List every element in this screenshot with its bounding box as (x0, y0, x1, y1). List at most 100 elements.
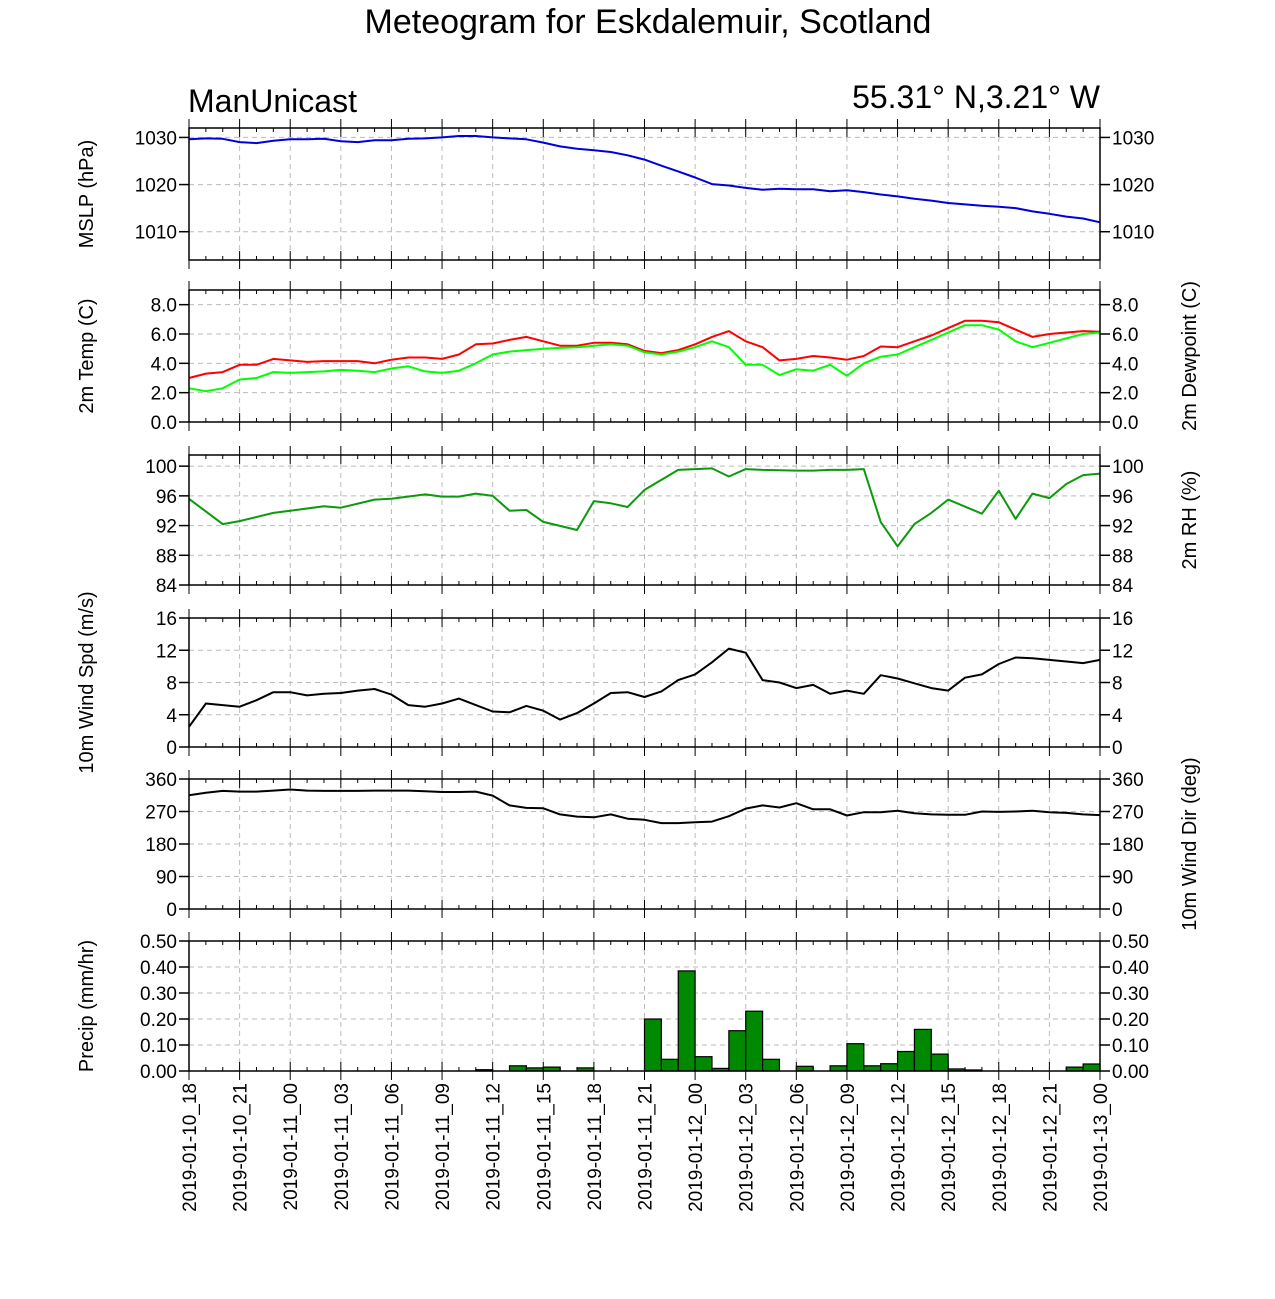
y-tick-label-left: 270 (145, 803, 177, 824)
y-tick-label-left: 92 (156, 517, 177, 538)
precip-bar (863, 1065, 882, 1072)
x-tick-label: 2019-01-11_09 (433, 1083, 454, 1210)
x-tick-label: 2019-01-11_15 (534, 1083, 555, 1210)
y-tick-label-right: 0.0 (1112, 413, 1138, 434)
panel-3: 0 0 4 4 8 8 12 12 16 16 10m Wind Spd (m/s) (76, 591, 1133, 773)
series-line-1 (188, 324, 1101, 393)
y-tick-label-right: 100 (1112, 457, 1144, 478)
panel-5: 0.00 0.00 0.10 0.10 0.20 0.20 0.30 0.30 0.40 0.40… (76, 932, 1149, 1083)
precip-bar (508, 1065, 528, 1072)
precip-bar (880, 1063, 899, 1072)
x-tick-label: 2019-01-10_21 (231, 1083, 252, 1212)
y-tick-label-right: 16 (1112, 609, 1133, 630)
x-tick-label: 2019-01-12_18 (990, 1083, 1011, 1212)
y-tick-label-left: 0.40 (140, 958, 177, 979)
y-tick-label-left: 4.0 (151, 354, 177, 375)
y-tick-label-left: 0.50 (140, 932, 177, 953)
y-axis-title-left: 10m Wind Spd (m/s) (76, 591, 98, 773)
x-tick-label: 2019-01-11_06 (382, 1083, 403, 1210)
x-tick-label: 2019-01-13_00 (1091, 1083, 1112, 1212)
precip-bar (846, 1043, 865, 1072)
y-tick-label-right: 270 (1112, 803, 1144, 824)
x-tick-label: 2019-01-11_00 (281, 1083, 302, 1210)
x-tick-label: 2019-01-12_15 (939, 1083, 960, 1212)
y-axis-title-right: 2m RH (%) (1179, 471, 1201, 570)
y-tick-label-left: 180 (145, 835, 177, 856)
x-tick-label: 2019-01-12_06 (787, 1083, 808, 1212)
x-tick-label: 2019-01-12_00 (686, 1083, 707, 1212)
precip-bar (677, 970, 696, 1072)
y-axis-title-left: MSLP (hPa) (76, 140, 98, 249)
x-tick-label: 2019-01-10_18 (180, 1083, 201, 1212)
y-tick-label-left: 90 (156, 868, 177, 889)
y-tick-label-left: 8 (166, 674, 177, 695)
y-tick-label-right: 1030 (1112, 128, 1154, 149)
y-tick-label-left: 12 (156, 641, 177, 662)
panel-frame (188, 454, 1101, 586)
y-tick-label-left: 88 (156, 546, 177, 567)
y-tick-label-left: 0.30 (140, 984, 177, 1005)
precip-bar (694, 1056, 713, 1072)
y-tick-label-right: 2.0 (1112, 384, 1138, 405)
y-tick-label-right: 6.0 (1112, 325, 1138, 346)
panel-frame (188, 617, 1101, 748)
series-line-0 (188, 319, 1101, 379)
x-tick-label: 2019-01-12_21 (1040, 1083, 1061, 1212)
y-tick-label-left: 0.00 (140, 1062, 177, 1083)
y-tick-label-left: 100 (145, 457, 177, 478)
y-tick-label-left: 0.0 (151, 413, 177, 434)
y-tick-label-left: 4 (166, 706, 177, 727)
station-coordinates: 55.31° N,3.21° W (852, 79, 1101, 115)
y-tick-label-right: 360 (1112, 770, 1144, 791)
chart-title: Meteogram for Eskdalemuir, Scotland (365, 3, 932, 41)
y-tick-label-right: 8.0 (1112, 296, 1138, 317)
y-tick-label-left: 6.0 (151, 325, 177, 346)
y-tick-label-right: 96 (1112, 487, 1133, 508)
series-line-0 (188, 647, 1101, 728)
y-tick-label-left: 16 (156, 609, 177, 630)
y-axis-title-left: 2m Temp (C) (76, 298, 98, 413)
precip-bar (913, 1028, 932, 1072)
y-tick-label-right: 0 (1112, 900, 1123, 921)
y-tick-label-right: 0.50 (1112, 932, 1149, 953)
x-tick-label: 2019-01-11_18 (585, 1083, 606, 1210)
y-axis-title-right: 10m Wind Dir (deg) (1179, 757, 1201, 930)
precip-bar (728, 1030, 747, 1072)
precip-bar (660, 1058, 679, 1072)
x-tick-label: 2019-01-11_12 (484, 1083, 505, 1210)
y-axis-title-right: 2m Dewpoint (C) (1179, 281, 1201, 431)
x-tick-label: 2019-01-12_09 (838, 1083, 859, 1212)
panel-frame (188, 778, 1101, 910)
precip-bar (745, 1010, 764, 1072)
y-tick-label-left: 2.0 (151, 384, 177, 405)
panel-frame (188, 289, 1101, 423)
y-tick-label-left: 0.20 (140, 1010, 177, 1031)
y-tick-label-right: 0.20 (1112, 1010, 1149, 1031)
y-tick-label-right: 4 (1112, 706, 1123, 727)
y-tick-label-left: 1020 (135, 176, 177, 197)
y-tick-label-left: 0.10 (140, 1036, 177, 1057)
y-tick-label-right: 0 (1112, 738, 1123, 759)
y-tick-label-left: 360 (145, 770, 177, 791)
y-tick-label-left: 8.0 (151, 296, 177, 317)
panel-2: 84 84 88 88 92 92 96 96 100 100 2m RH (%) (145, 446, 1201, 597)
y-tick-label-right: 1010 (1112, 223, 1154, 244)
y-tick-label-left: 0 (166, 738, 177, 759)
y-tick-label-left: 84 (156, 576, 178, 597)
y-tick-label-right: 4.0 (1112, 354, 1138, 375)
series-line-0 (188, 467, 1101, 548)
x-tick-label: 2019-01-12_03 (737, 1083, 758, 1212)
precip-bar (896, 1050, 916, 1072)
precip-bar (930, 1053, 949, 1072)
series-line-0 (188, 135, 1101, 224)
y-tick-label-left: 0 (166, 900, 177, 921)
y-tick-label-right: 90 (1112, 868, 1133, 889)
y-tick-label-right: 1020 (1112, 176, 1154, 197)
model-name: ManUnicast (188, 83, 357, 119)
x-tick-label: 2019-01-12_12 (889, 1083, 910, 1212)
y-tick-label-right: 12 (1112, 641, 1133, 662)
y-tick-label-right: 0.40 (1112, 958, 1149, 979)
y-tick-label-right: 0.30 (1112, 984, 1149, 1005)
x-tick-label: 2019-01-11_03 (332, 1083, 353, 1210)
